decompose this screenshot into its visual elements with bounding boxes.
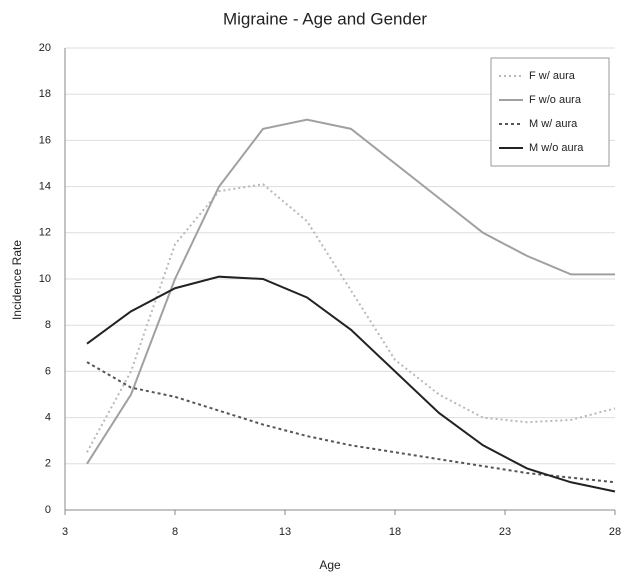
- x-tick-label: 28: [609, 526, 621, 538]
- y-tick-label: 2: [45, 458, 51, 470]
- x-axis-label: Age: [319, 558, 341, 572]
- y-tick-label: 18: [39, 88, 51, 100]
- y-tick-label: 8: [45, 319, 51, 331]
- x-tick-label: 3: [62, 526, 68, 538]
- series-line: [86, 275, 616, 493]
- x-tick-label: 13: [279, 526, 291, 538]
- y-axis-label: Incidence Rate: [10, 240, 24, 320]
- x-tick-label: 18: [389, 526, 401, 538]
- legend-label: F w/ aura: [529, 70, 576, 82]
- y-tick-label: 20: [39, 42, 51, 54]
- y-tick-label: 10: [39, 273, 51, 285]
- legend-label: M w/ aura: [529, 118, 578, 130]
- y-tick-label: 0: [45, 504, 51, 516]
- chart-title: Migraine - Age and Gender: [223, 9, 427, 28]
- y-tick-label: 12: [39, 227, 51, 239]
- y-tick-label: 4: [45, 412, 51, 424]
- legend-label: F w/o aura: [529, 94, 582, 106]
- y-tick-label: 16: [39, 134, 51, 146]
- legend-label: M w/o aura: [529, 142, 584, 154]
- series-line: [86, 361, 616, 484]
- series-line: [86, 183, 616, 453]
- y-tick-label: 6: [45, 365, 51, 377]
- y-tick-label: 14: [39, 181, 51, 193]
- series-line: [86, 118, 615, 465]
- x-tick-label: 8: [172, 526, 178, 538]
- x-tick-label: 23: [499, 526, 511, 538]
